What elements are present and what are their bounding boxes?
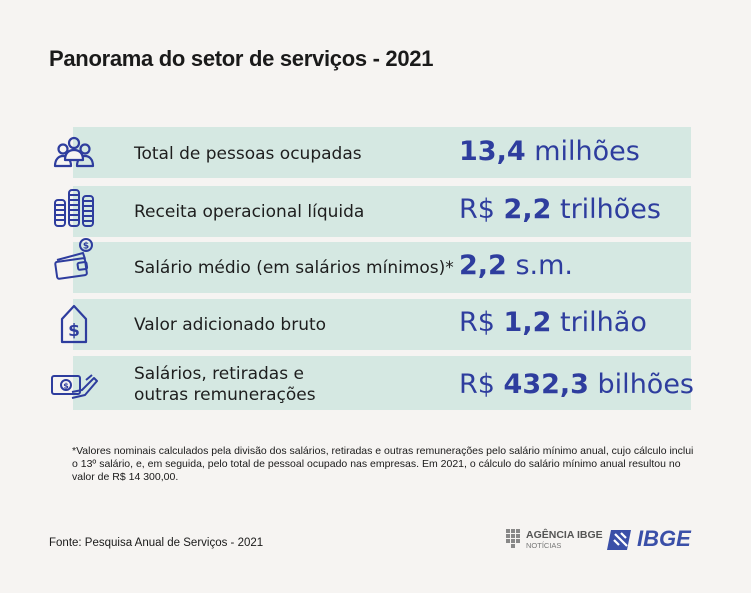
ibge-logo: IBGE (607, 526, 705, 552)
source: Fonte: Pesquisa Anual de Serviços - 2021 (49, 537, 264, 549)
page-title: Panorama do setor de serviços - 2021 (49, 46, 434, 71)
coins-stack-icon (54, 189, 94, 227)
row-salario-medio (73, 242, 691, 293)
value-pessoas: 13,4 milhões (459, 136, 640, 167)
svg-text:$: $ (83, 242, 89, 252)
row-receita (73, 186, 691, 237)
footnote: *Valores nominais calculados pela divisã… (72, 445, 694, 483)
ibge-text: IBGE (637, 526, 691, 551)
row-pessoas (73, 127, 691, 178)
value-salario-medio: 2,2 s.m. (459, 250, 573, 281)
agencia-name: AGÊNCIA IBGE (526, 529, 603, 541)
svg-text:$: $ (68, 321, 80, 341)
row-valor-adicionado (73, 299, 691, 350)
label-salarios-retiradas: Salários, retiradas e outras remuneraçõe… (134, 364, 316, 406)
svg-text:$: $ (63, 382, 69, 391)
label-receita: Receita operacional líquida (134, 202, 365, 222)
label-salarios-line1: Salários, retiradas e (134, 364, 304, 384)
value-salarios-retiradas: R$ 432,3 bilhões (459, 369, 694, 400)
agencia-ibge-logo: AGÊNCIA IBGE NOTÍCIAS (504, 526, 603, 552)
agencia-logo-mark (506, 529, 520, 548)
wallet-icon: $ (54, 238, 93, 280)
label-salarios-line2: outras remunerações (134, 385, 316, 405)
label-salario-medio: Salário médio (em salários mínimos)* (134, 258, 454, 278)
hand-money-icon: $ (51, 374, 98, 399)
row-salarios-retiradas (73, 356, 691, 410)
ibge-logo-mark (607, 530, 631, 550)
label-valor-adicionado: Valor adicionado bruto (134, 315, 327, 335)
value-receita: R$ 2,2 trilhões (459, 194, 661, 225)
agencia-sub: NOTÍCIAS (526, 541, 562, 550)
value-valor-adicionado: R$ 1,2 trilhão (459, 307, 647, 338)
label-pessoas: Total de pessoas ocupadas (134, 144, 362, 164)
people-icon (53, 136, 95, 168)
price-tag-icon: $ (60, 304, 88, 344)
